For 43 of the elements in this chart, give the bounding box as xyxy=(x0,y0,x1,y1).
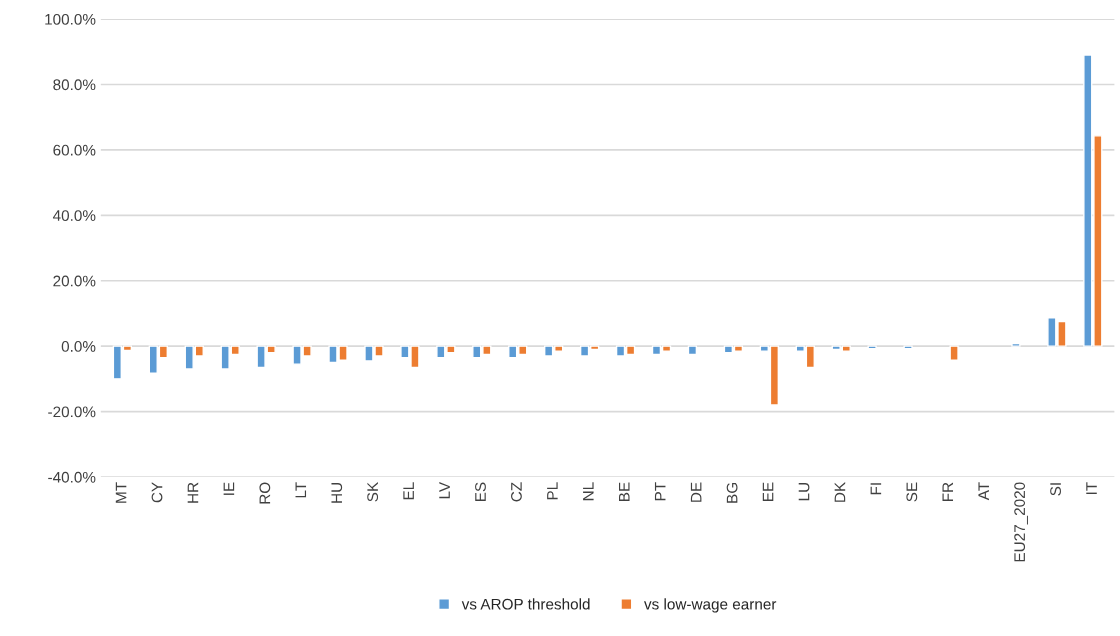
x-tick-label: HU xyxy=(331,483,343,503)
x-tick-label: CY xyxy=(151,482,163,503)
x-tick-label: CZ xyxy=(511,482,522,502)
x-tick-label: EE xyxy=(762,482,774,501)
x-tick-label: LV xyxy=(439,481,450,499)
bar xyxy=(949,345,959,361)
y-tick-label: -20.0% xyxy=(48,406,96,418)
bar xyxy=(1011,342,1021,347)
x-tick-label: BE xyxy=(619,482,630,501)
y-tick-label: 0.0% xyxy=(61,341,96,352)
bar xyxy=(867,345,877,350)
x-tick-label: LU xyxy=(798,483,810,501)
legend-label: vs low-wage earner xyxy=(644,598,777,613)
x-tick-label: DK xyxy=(834,482,846,502)
x-tick-label: MT xyxy=(115,482,127,503)
x-tick-label: DE xyxy=(690,482,702,502)
x-tick-label: FR xyxy=(942,482,954,501)
y-tick-label: -40.0% xyxy=(48,471,96,483)
x-tick-label: NL xyxy=(583,482,594,501)
x-tick-label: SK xyxy=(367,482,379,502)
x-tick-label: SE xyxy=(906,482,918,502)
x-tick-label: EU27_2020 xyxy=(1014,482,1028,562)
y-tick-label: 60.0% xyxy=(53,144,96,156)
x-tick-label: PL xyxy=(547,482,558,500)
y-tick-label: 80.0% xyxy=(53,79,96,91)
y-tick-label: 40.0% xyxy=(52,210,96,222)
legend-label: vs AROP threshold xyxy=(461,598,590,610)
x-tick-label: AT xyxy=(978,482,989,501)
x-tick-label: FI xyxy=(870,483,882,495)
x-tick-label: HR xyxy=(187,482,199,503)
y-tick-label: 100.0% xyxy=(45,13,96,25)
x-tick-label: SI xyxy=(1050,483,1061,496)
bar xyxy=(903,345,913,350)
x-tick-label: LT xyxy=(295,482,307,498)
x-tick-label: RO xyxy=(259,482,271,504)
x-tick-label: IT xyxy=(1086,482,1097,495)
x-tick-label: EL xyxy=(403,482,414,500)
x-tick-label: IE xyxy=(223,482,235,495)
x-tick-label: PT xyxy=(654,482,666,501)
x-tick-label: BG xyxy=(726,483,738,503)
x-tick-label: ES xyxy=(475,482,486,501)
bar xyxy=(687,345,698,356)
y-tick-label: 20.0% xyxy=(53,275,96,287)
